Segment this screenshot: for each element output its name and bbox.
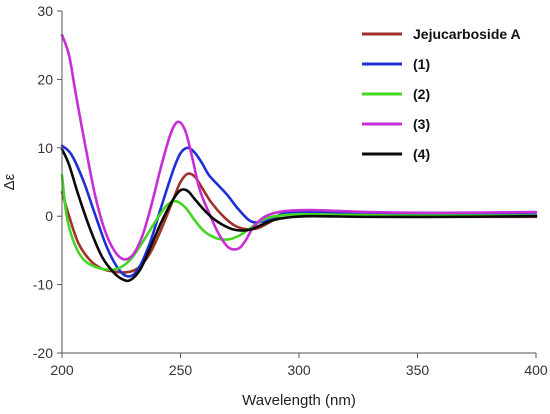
ticks-layer: 200 250 300 350 400 -20 -10 0 10 20 30 (33, 3, 548, 378)
series-line-4 (60, 33, 538, 261)
series-line-5 (60, 147, 538, 283)
legend: Jejucarboside A (1) (2) (3) (4) (362, 26, 521, 162)
y-tick-label: 30 (37, 3, 53, 19)
series-line-2 (60, 144, 538, 278)
legend-label-4: (3) (413, 116, 430, 132)
y-axis-title: Δε (1, 173, 18, 190)
y-tick-label: 0 (45, 208, 53, 224)
series-layer (60, 33, 538, 283)
x-tick-label: 250 (169, 362, 193, 378)
x-tick-label: 300 (287, 362, 311, 378)
y-tick-label: -10 (33, 277, 53, 293)
x-axis-title: Wavelength (nm) (242, 392, 356, 409)
legend-label-1: Jejucarboside A (413, 26, 521, 42)
x-tick-label: 350 (406, 362, 430, 378)
legend-label-5: (4) (413, 146, 430, 162)
y-tick-label: 20 (37, 71, 53, 87)
x-tick-label: 200 (50, 362, 74, 378)
axes-layer (61, 11, 536, 354)
legend-label-2: (1) (413, 56, 430, 72)
legend-label-3: (2) (413, 86, 430, 102)
y-tick-label: -20 (33, 345, 53, 361)
x-tick-label: 400 (524, 362, 548, 378)
y-tick-label: 10 (37, 140, 53, 156)
series-line-3 (60, 173, 538, 271)
